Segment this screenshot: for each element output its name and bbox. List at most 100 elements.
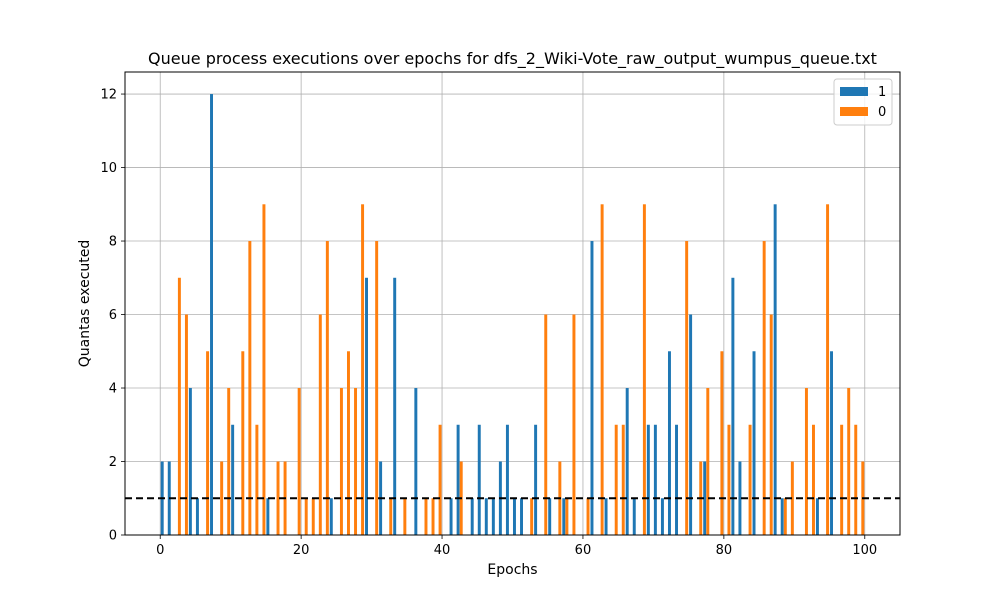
bar-series-1 bbox=[210, 94, 213, 536]
bar-series-1 bbox=[505, 424, 509, 535]
bar-series-1 bbox=[195, 498, 199, 535]
x-tick-label: 0 bbox=[156, 543, 164, 558]
bar-series-0 bbox=[177, 277, 181, 535]
bar-series-0 bbox=[227, 388, 231, 535]
bar-series-1 bbox=[752, 351, 756, 535]
bar-series-0 bbox=[812, 424, 815, 535]
bar-series-0 bbox=[762, 241, 766, 535]
bars bbox=[160, 94, 865, 536]
bar-series-0 bbox=[403, 498, 407, 535]
bar-series-0 bbox=[276, 461, 280, 535]
bar-series-0 bbox=[720, 351, 724, 535]
bar-series-0 bbox=[826, 204, 830, 536]
bar-series-0 bbox=[727, 424, 731, 535]
bar-series-1 bbox=[773, 204, 777, 536]
bar-series-1 bbox=[456, 424, 460, 535]
bar-series-1 bbox=[266, 498, 270, 535]
bar-series-0 bbox=[438, 424, 442, 535]
bar-series-0 bbox=[241, 351, 245, 535]
bar-series-1 bbox=[689, 314, 693, 535]
y-tick-label: 4 bbox=[109, 382, 117, 397]
y-tick-label: 0 bbox=[109, 529, 117, 544]
bar-series-0 bbox=[262, 204, 266, 536]
bar-series-1 bbox=[675, 424, 678, 535]
bar-series-0 bbox=[854, 424, 858, 535]
bar-series-0 bbox=[297, 388, 301, 535]
bar-series-1 bbox=[562, 498, 566, 535]
legend-label: 0 bbox=[878, 105, 886, 120]
bar-series-1 bbox=[548, 498, 552, 535]
bar-series-0 bbox=[311, 498, 315, 535]
bar-series-0 bbox=[600, 204, 604, 536]
x-ticks: 0 20 40 60 80 100 bbox=[156, 535, 877, 558]
y-tick-label: 10 bbox=[100, 161, 117, 176]
bar-series-1 bbox=[414, 388, 418, 535]
plot-frame bbox=[124, 71, 901, 536]
bar-series-1 bbox=[646, 424, 650, 535]
x-tick-label: 20 bbox=[293, 543, 310, 558]
bar-series-0 bbox=[783, 498, 787, 535]
bar-series-0 bbox=[325, 241, 329, 535]
bar-series-0 bbox=[586, 498, 590, 535]
bar-series-1 bbox=[365, 277, 368, 535]
legend-label: 1 bbox=[878, 85, 886, 100]
bar-series-1 bbox=[660, 498, 664, 535]
x-tick-label: 40 bbox=[434, 543, 451, 558]
bar-series-1 bbox=[632, 498, 636, 535]
bar-series-0 bbox=[347, 351, 350, 535]
bar-series-1 bbox=[780, 498, 784, 535]
bar-series-0 bbox=[339, 388, 343, 535]
bar-series-0 bbox=[431, 498, 435, 535]
y-tick-label: 2 bbox=[109, 455, 117, 470]
y-tick-label: 12 bbox=[100, 88, 117, 103]
bar-series-1 bbox=[653, 424, 657, 535]
chart-title: Queue process executions over epochs for… bbox=[148, 49, 877, 69]
bar-series-0 bbox=[685, 241, 689, 535]
bar-series-0 bbox=[354, 388, 358, 535]
y-axis-label: Quantas executed bbox=[77, 240, 93, 368]
y-ticks: 0 2 4 6 8 10 12 bbox=[100, 88, 125, 544]
bar-series-0 bbox=[790, 461, 794, 535]
bar-series-0 bbox=[769, 314, 773, 535]
bar-series-1 bbox=[604, 498, 608, 535]
bar-series-0 bbox=[621, 424, 625, 535]
bar-series-0 bbox=[847, 388, 851, 535]
bar-series-1 bbox=[625, 388, 629, 535]
bar-series-0 bbox=[642, 204, 646, 536]
bar-series-0 bbox=[424, 498, 428, 535]
legend: 10 bbox=[833, 78, 893, 126]
bar-series-1 bbox=[534, 424, 538, 535]
bar-series-0 bbox=[361, 204, 365, 536]
bar-series-0 bbox=[220, 461, 224, 535]
legend-swatch bbox=[840, 87, 868, 96]
bar-series-0 bbox=[544, 314, 548, 535]
bar-series-1 bbox=[231, 424, 235, 535]
bar-series-0 bbox=[255, 424, 259, 535]
bar-series-0 bbox=[248, 241, 252, 535]
bar-series-1 bbox=[477, 424, 481, 535]
bar-series-1 bbox=[731, 277, 735, 535]
bar-series-1 bbox=[329, 498, 333, 535]
bar-series-1 bbox=[703, 461, 707, 535]
bar-series-0 bbox=[375, 241, 379, 535]
bar-series-0 bbox=[706, 388, 710, 535]
bar-series-0 bbox=[206, 351, 210, 535]
bar-series-1 bbox=[830, 351, 833, 535]
bar-series-0 bbox=[318, 314, 322, 535]
bar-series-0 bbox=[804, 388, 808, 535]
bar-series-0 bbox=[184, 314, 188, 535]
bar-series-1 bbox=[667, 351, 671, 535]
bar-series-0 bbox=[389, 498, 393, 535]
bar-series-1 bbox=[491, 498, 495, 535]
bar-series-0 bbox=[530, 498, 534, 535]
y-tick-label: 6 bbox=[109, 308, 117, 323]
bar-series-0 bbox=[748, 424, 752, 535]
bar-series-1 bbox=[590, 241, 594, 535]
bar-series-0 bbox=[572, 314, 576, 535]
bar-series-1 bbox=[449, 498, 453, 535]
x-tick-label: 100 bbox=[852, 543, 877, 558]
bar-series-1 bbox=[188, 388, 192, 535]
bar-series-1 bbox=[815, 498, 819, 535]
bar-series-0 bbox=[614, 424, 618, 535]
bar-series-1 bbox=[512, 498, 516, 535]
